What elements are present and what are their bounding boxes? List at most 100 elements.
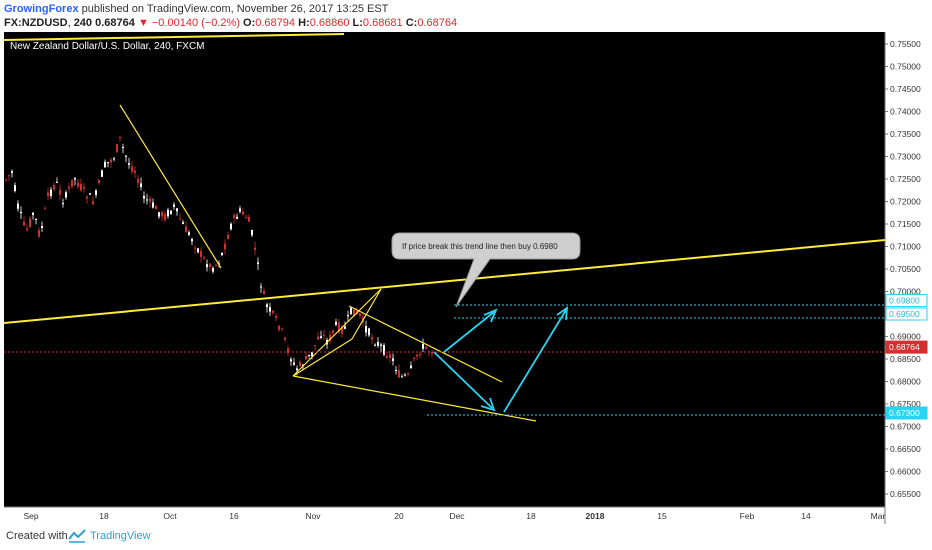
tradingview-brand-link[interactable]: TradingView: [90, 530, 151, 542]
candle: [167, 207, 169, 219]
price-tag: 0.67300: [885, 406, 928, 420]
candle: [56, 177, 58, 183]
candle: [422, 338, 424, 353]
candle: [413, 357, 415, 363]
last-price: 0.68764: [95, 17, 135, 29]
trendline-downswing[interactable]: [119, 104, 222, 269]
channel-bottom[interactable]: [292, 375, 537, 422]
candle: [248, 214, 250, 222]
price-tag-label: 0.69500: [889, 309, 920, 319]
candle: [347, 310, 349, 322]
candle: [314, 345, 316, 351]
channel-right-side[interactable]: [351, 288, 382, 340]
time-axis[interactable]: [4, 507, 885, 524]
price-tag-label: 0.69800: [889, 296, 920, 306]
low-label: L:: [352, 17, 363, 29]
candle: [431, 350, 433, 358]
wedge-upper[interactable]: [348, 305, 503, 383]
candle: [284, 336, 286, 343]
candle: [320, 330, 322, 340]
candle: [149, 195, 151, 208]
candle: [209, 262, 211, 272]
candle: [251, 229, 253, 238]
time-axis-label: 15: [657, 511, 667, 521]
candle: [41, 221, 43, 232]
chart-pane[interactable]: [4, 32, 885, 507]
candle: [215, 263, 217, 268]
price-tag-box: [885, 294, 928, 307]
symbol-line: FX:NZDUSD, 240 0.68764 ▼ −0.00140 (−0.2%…: [4, 17, 458, 29]
candle: [404, 373, 406, 377]
candle: [305, 351, 307, 360]
candle: [14, 182, 16, 193]
time-axis-label: 18: [526, 511, 536, 521]
arrow-down[interactable]: [433, 351, 493, 409]
candle: [293, 357, 295, 367]
candle: [212, 266, 214, 274]
price-axis-label: 0.73000: [890, 152, 921, 162]
candle: [230, 222, 232, 231]
price-axis-label: 0.73500: [890, 129, 921, 139]
arrow-down-head: [480, 397, 496, 412]
candle: [350, 307, 352, 316]
candle: [17, 200, 19, 212]
candle: [425, 346, 427, 350]
trendline-top[interactable]: [4, 33, 345, 41]
time-axis-label: Feb: [740, 511, 755, 521]
candle: [197, 247, 199, 254]
channel-lower-diag[interactable]: [292, 338, 353, 377]
price-axis-label: 0.72000: [890, 197, 921, 207]
candle: [86, 195, 88, 204]
price-axis-label: 0.68500: [890, 354, 921, 364]
candle: [368, 327, 370, 338]
candle: [275, 313, 277, 322]
low-value: 0.68681: [362, 17, 403, 29]
arrow-up-long[interactable]: [503, 309, 567, 413]
price-axis-label: 0.70000: [890, 287, 921, 297]
candle: [119, 136, 121, 142]
candle: [95, 188, 97, 198]
price-axis[interactable]: [885, 32, 928, 524]
time-axis-label: 14: [801, 511, 811, 521]
author-link[interactable]: GrowingForex: [4, 3, 79, 15]
price-chart[interactable]: If price break this trend line then buy …: [4, 32, 928, 524]
price-axis-label: 0.74500: [890, 84, 921, 94]
candle: [203, 255, 205, 260]
candle: [35, 218, 37, 225]
candle: [122, 143, 124, 154]
candle: [317, 332, 319, 341]
candle: [386, 351, 388, 360]
published-text: published on TradingView.com, November 2…: [81, 3, 389, 15]
annotation-callout[interactable]: If price break this trend line then buy …: [391, 232, 581, 308]
high-value: 0.68860: [309, 17, 350, 29]
candle: [407, 371, 409, 377]
chart-title: New Zealand Dollar/U.S. Dollar, 240, FXC…: [10, 41, 205, 52]
candle: [374, 343, 376, 347]
arrow-up-short[interactable]: [443, 311, 495, 353]
price-tag: 0.68764: [885, 340, 928, 354]
candle: [401, 374, 403, 378]
candle: [80, 178, 82, 193]
time-axis-label: Mar: [871, 511, 886, 521]
candle: [383, 343, 385, 357]
candle: [143, 191, 145, 204]
candle: [104, 159, 106, 168]
channel-upper-diag[interactable]: [292, 288, 382, 377]
candle: [410, 361, 412, 369]
trendline-main[interactable]: [4, 239, 886, 324]
candle: [77, 179, 79, 190]
candle: [188, 230, 190, 237]
candle: [89, 192, 91, 195]
candle: [128, 157, 130, 169]
price-tag: 0.69800: [885, 294, 928, 307]
candle: [398, 364, 400, 379]
candle: [365, 320, 367, 337]
price-axis-label: 0.65500: [890, 489, 921, 499]
candle: [269, 303, 271, 316]
tradingview-logo-icon[interactable]: [68, 529, 86, 543]
candle: [20, 206, 22, 219]
candle: [227, 232, 229, 240]
candle: [236, 213, 238, 220]
time-axis-label: 2018: [586, 511, 605, 521]
symbol[interactable]: FX:NZDUSD: [4, 17, 68, 29]
